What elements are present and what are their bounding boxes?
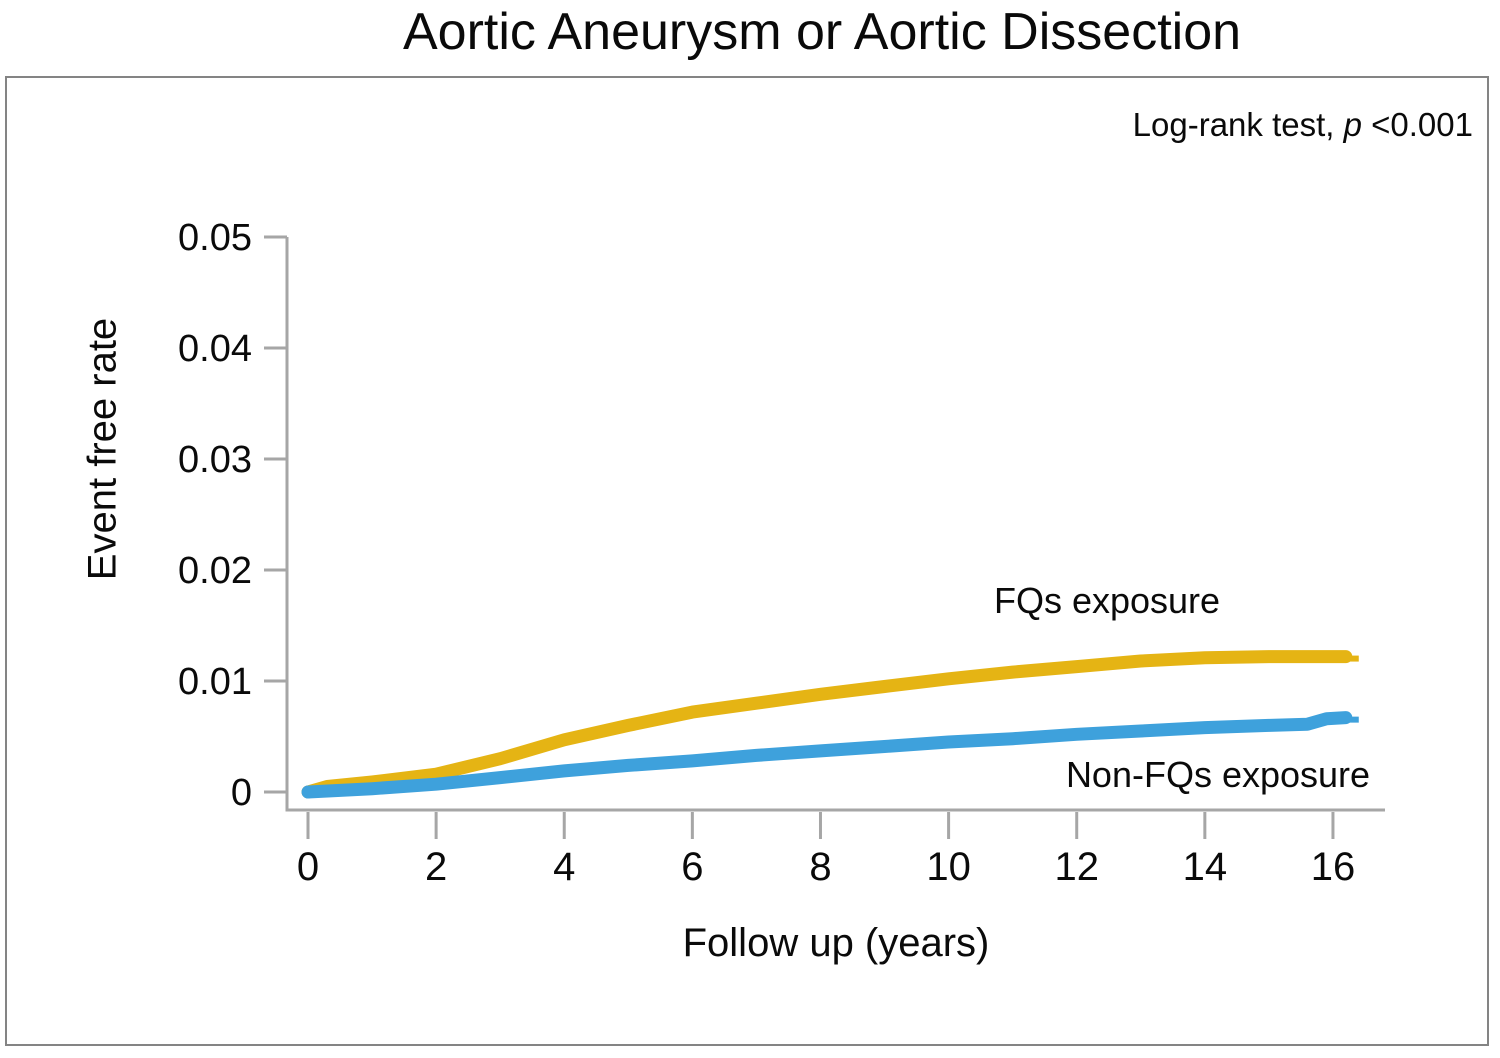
chart-title: Aortic Aneurysm or Aortic Dissection	[402, 3, 1242, 61]
x-tick-label: 12	[1054, 845, 1099, 889]
chart-border-box	[5, 76, 1489, 1046]
axes-lines	[285, 237, 1385, 812]
x-tick-label: 16	[1311, 845, 1356, 889]
y-axis-title: Event free rate	[80, 317, 125, 581]
p-symbol: p	[1343, 106, 1362, 143]
x-tick-label: 0	[297, 845, 319, 889]
x-tick-label: 2	[425, 845, 447, 889]
x-tick-label: 10	[926, 845, 971, 889]
log-rank-annotation: Log-rank test, p <0.001	[1133, 106, 1473, 144]
series-label-non-fqs-exposure: Non-FQs exposure	[1065, 754, 1371, 795]
y-tick-label: 0.03	[178, 439, 252, 481]
x-tick-label: 6	[681, 845, 703, 889]
series-line-non-fqs-exposure	[301, 711, 1353, 799]
log-rank-text: Log-rank test,	[1132, 106, 1344, 143]
y-tick-label: 0.02	[178, 550, 252, 592]
y-tick-label: 0.01	[178, 661, 252, 703]
y-tick-label: 0.05	[178, 217, 252, 259]
y-tick-label: 0.04	[178, 328, 252, 370]
x-tick-label: 4	[553, 845, 575, 889]
x-axis-title: Follow up (years)	[682, 921, 990, 965]
x-tick-label: 8	[809, 845, 831, 889]
series-line-fqs-exposure	[301, 650, 1353, 799]
p-value-text: <0.001	[1361, 106, 1473, 143]
series-label-fqs-exposure: FQs exposure	[993, 580, 1221, 621]
y-tick-label: 0	[231, 772, 252, 814]
x-tick-label: 14	[1183, 845, 1228, 889]
